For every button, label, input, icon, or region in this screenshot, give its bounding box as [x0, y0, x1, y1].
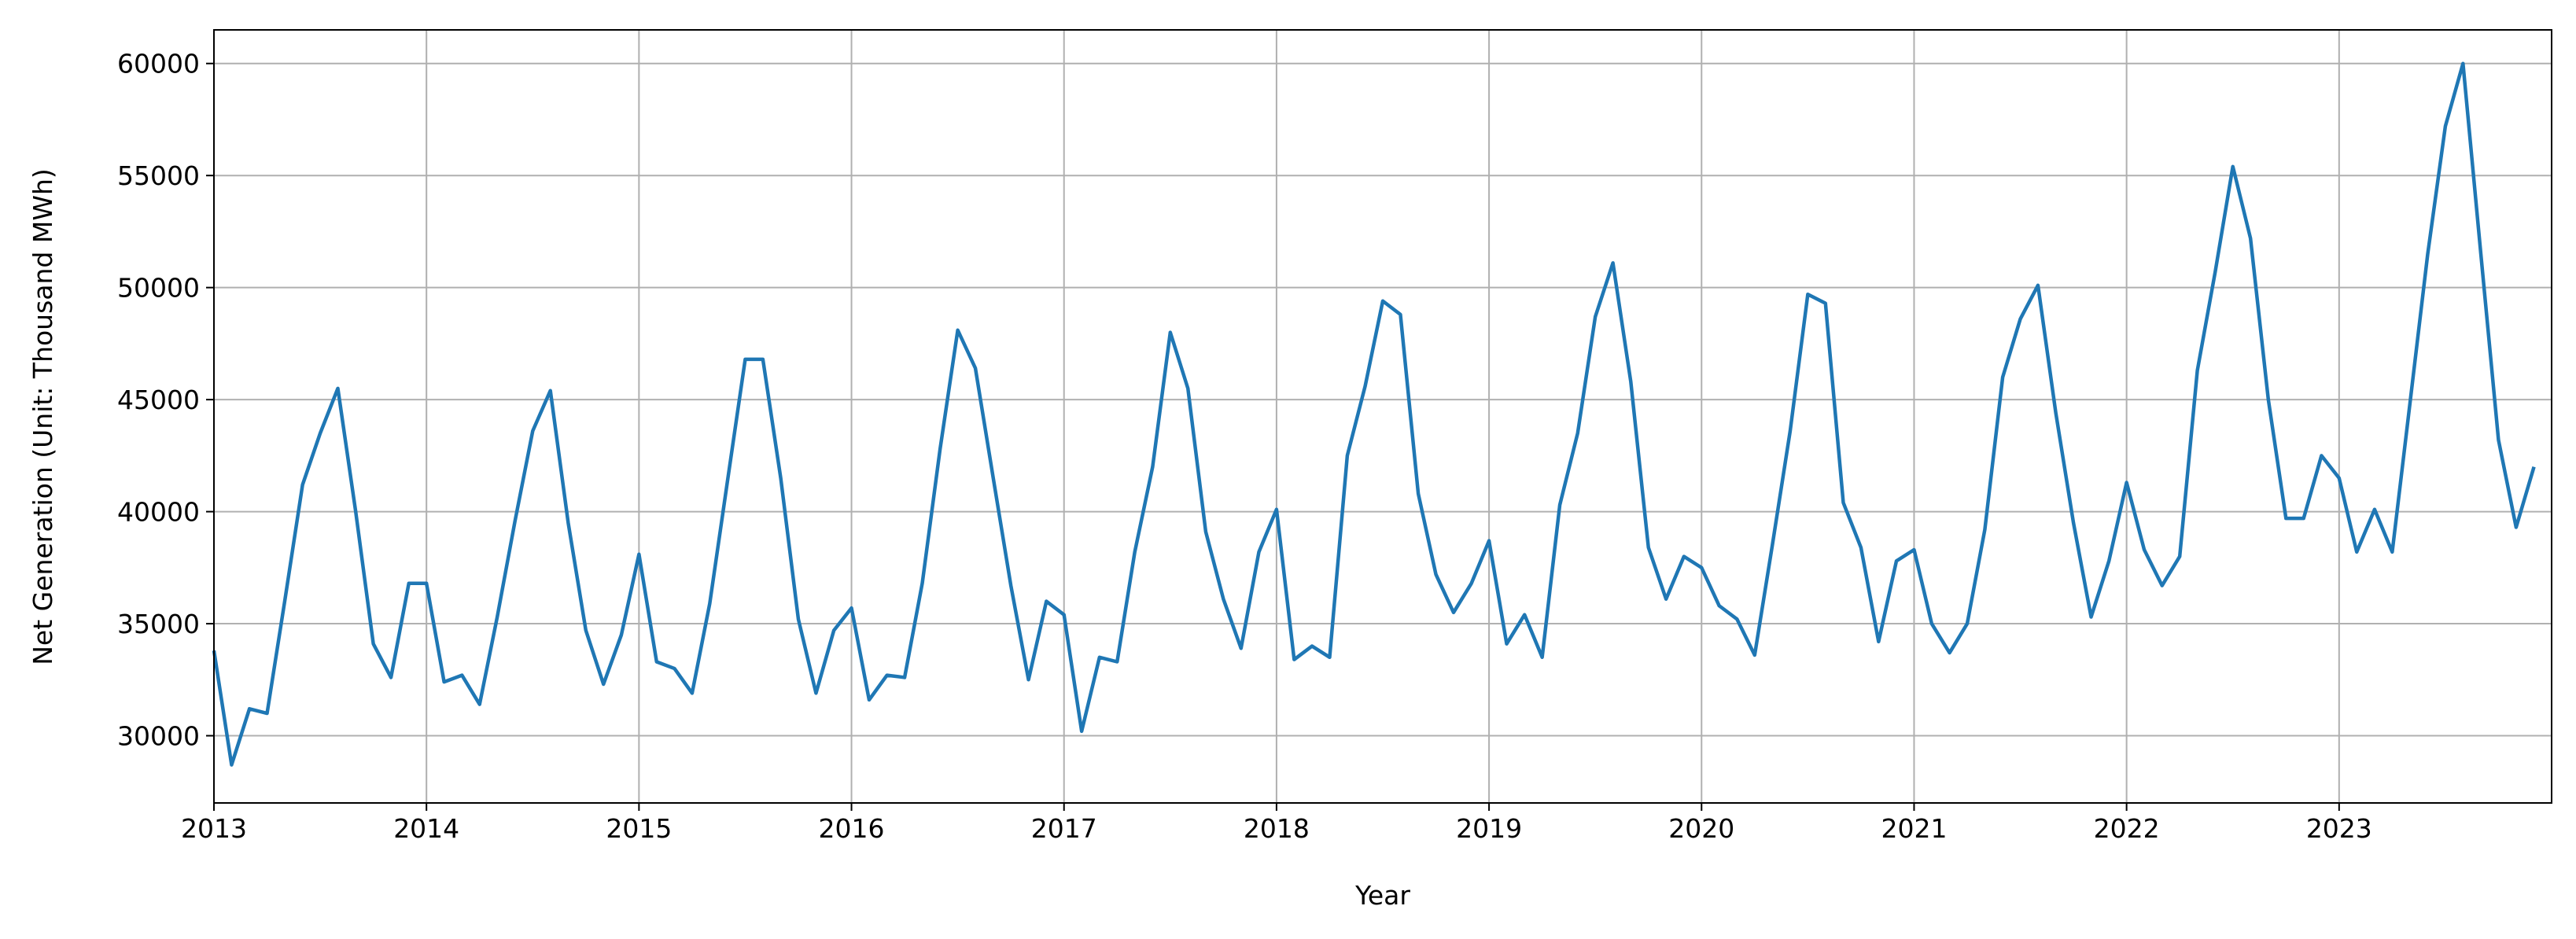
x-tick-label: 2018	[1244, 813, 1310, 844]
x-tick-label: 2022	[2094, 813, 2160, 844]
x-tick-label: 2017	[1031, 813, 1097, 844]
x-tick-label: 2015	[606, 813, 672, 844]
y-tick-label: 60000	[117, 49, 200, 79]
y-tick-label: 45000	[117, 385, 200, 415]
y-tick-label: 40000	[117, 497, 200, 528]
y-axis-label: Net Generation (Unit: Thousand MWh)	[28, 168, 58, 665]
y-tick-label: 55000	[117, 160, 200, 191]
x-tick-label: 2020	[1668, 813, 1734, 844]
x-tick-label: 2016	[819, 813, 885, 844]
x-tick-label: 2014	[393, 813, 459, 844]
y-tick-label: 35000	[117, 609, 200, 639]
x-tick-label: 2021	[1881, 813, 1947, 844]
y-tick-label: 30000	[117, 721, 200, 752]
x-tick-label: 2019	[1456, 813, 1522, 844]
plot-frame	[213, 29, 2552, 804]
series-line	[212, 61, 2536, 767]
x-tick-label: 2023	[2306, 813, 2372, 844]
x-tick-label: 2013	[181, 813, 247, 844]
y-tick-label: 50000	[117, 273, 200, 304]
x-axis-label: Year	[1354, 880, 1410, 911]
